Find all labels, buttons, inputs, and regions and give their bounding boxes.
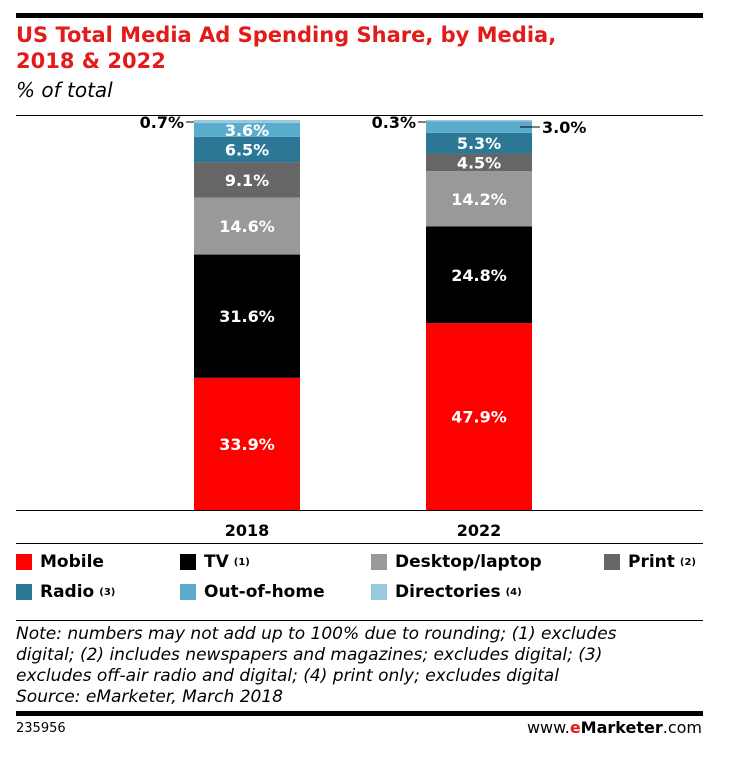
legend-label: Mobile xyxy=(40,552,104,572)
legend-item-tv: TV (1) xyxy=(180,550,250,574)
legend-footnote-marker: (4) xyxy=(505,586,522,598)
data-label: 3.6% xyxy=(225,121,269,140)
chart-title-line-1: US Total Media Ad Spending Share, by Med… xyxy=(16,23,557,47)
chart-id: 235956 xyxy=(16,721,66,736)
legend-swatch xyxy=(604,554,620,570)
legend-footnote-marker: (2) xyxy=(679,556,697,568)
bar-segment-radio-2022 xyxy=(426,132,532,154)
data-label: 0.3% xyxy=(372,113,416,132)
bar-segment-directories-2018 xyxy=(194,120,300,123)
data-label: 3.0% xyxy=(542,118,586,137)
brand-link[interactable]: www.eMarketer.com xyxy=(527,718,702,737)
source-line: Source: eMarketer, March 2018 xyxy=(16,687,283,707)
note-line: excludes off-air radio and digital; (4) … xyxy=(16,666,559,686)
legend-item-print: Print (2) xyxy=(604,550,696,574)
note-top-rule xyxy=(16,620,703,621)
bar-segment-print-2018 xyxy=(194,162,300,198)
data-label: 4.5% xyxy=(457,153,501,172)
bottom-rule xyxy=(16,711,703,716)
bar-segment-mobile-2022 xyxy=(426,323,532,510)
data-label: 47.9% xyxy=(451,408,507,427)
legend-label: Radio xyxy=(40,582,95,602)
legend-footnote-marker: (3) xyxy=(99,586,116,598)
top-rule xyxy=(16,13,703,18)
legend-item-out-of-home: Out-of-home xyxy=(180,580,325,604)
bar-segment-tv-2022 xyxy=(426,226,532,324)
bar-segment-radio-2018 xyxy=(194,136,300,163)
legend-label: Out-of-home xyxy=(204,582,325,602)
bar-segment-desktop-laptop-2022 xyxy=(426,171,532,227)
bar-segment-out-of-home-2018 xyxy=(194,122,300,137)
chart-title: US Total Media Ad Spending Share, by Med… xyxy=(16,22,716,74)
chart-note: Note: numbers may not add up to 100% due… xyxy=(16,624,716,708)
bar-segment-desktop-laptop-2018 xyxy=(194,197,300,255)
data-label: 9.1% xyxy=(225,171,269,190)
legend-label: Directories xyxy=(395,582,501,602)
legend-item-directories: Directories (4) xyxy=(371,580,522,604)
legend-swatch xyxy=(371,554,387,570)
bar-segment-tv-2018 xyxy=(194,254,300,378)
brand-marketer: Marketer xyxy=(580,718,663,737)
brand-suffix: .com xyxy=(662,718,702,737)
legend-swatch xyxy=(16,584,32,600)
note-line: digital; (2) includes newspapers and mag… xyxy=(16,645,603,665)
data-label: 0.7% xyxy=(140,113,184,132)
data-label: 14.6% xyxy=(219,217,275,236)
legend-label: TV xyxy=(204,552,229,572)
bar-segment-out-of-home-2022 xyxy=(426,121,532,133)
chart-top-rule xyxy=(16,115,703,116)
legend-top-rule xyxy=(16,543,703,544)
legend-swatch xyxy=(371,584,387,600)
legend-item-desktop-laptop: Desktop/laptop xyxy=(371,550,542,574)
legend-label: Print xyxy=(628,552,675,572)
bar-segment-mobile-2018 xyxy=(194,377,300,510)
bar-segment-directories-2022 xyxy=(426,120,532,122)
brand-prefix: www. xyxy=(526,718,570,737)
brand-e: e xyxy=(569,718,581,737)
legend-label: Desktop/laptop xyxy=(395,552,542,572)
data-label: 33.9% xyxy=(219,435,275,454)
legend-swatch xyxy=(16,554,32,570)
data-label: 31.6% xyxy=(219,307,275,326)
x-tick-label: 2022 xyxy=(457,521,502,540)
stacked-bar-chart: 33.9% 31.6% 14.6% 9.1% 6.5%3.6% 0.7% 2018 47.9%… xyxy=(16,113,703,540)
data-label: 24.8% xyxy=(451,266,507,285)
legend-item-mobile: Mobile xyxy=(16,550,104,574)
data-label: 6.5% xyxy=(225,140,269,159)
legend-footnote-marker: (1) xyxy=(233,556,250,568)
x-tick-label: 2018 xyxy=(225,521,270,540)
data-label: 14.2% xyxy=(451,190,507,209)
legend-swatch xyxy=(180,584,196,600)
legend-item-radio: Radio (3) xyxy=(16,580,115,604)
note-line: Note: numbers may not add up to 100% due… xyxy=(16,624,617,644)
bar-segment-print-2022 xyxy=(426,153,532,172)
chart-legend: Mobile TV (1) Desktop/laptop Print (2) Radio (3… xyxy=(16,550,716,610)
data-label: 5.3% xyxy=(457,134,501,153)
legend-swatch xyxy=(180,554,196,570)
chart-title-line-2: 2018 & 2022 xyxy=(16,49,166,73)
chart-subtitle: % of total xyxy=(16,78,113,102)
